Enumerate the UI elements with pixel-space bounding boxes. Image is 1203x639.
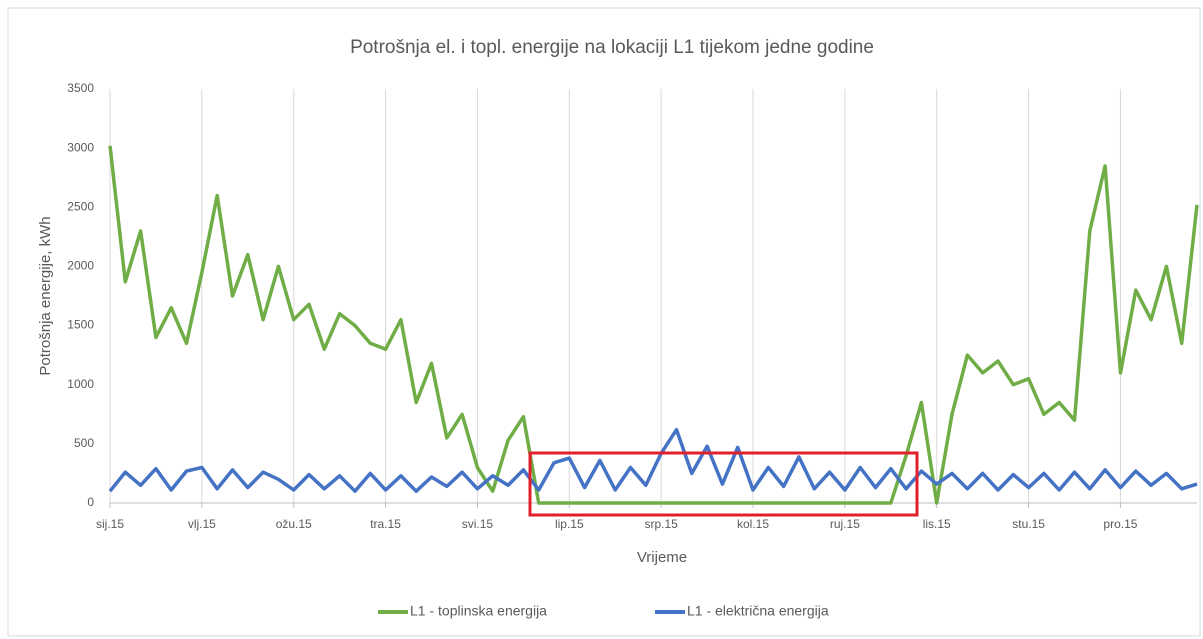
y-tick-label: 1500	[67, 318, 94, 332]
legend-label: L1 - toplinska energija	[410, 603, 547, 619]
series-line	[108, 145, 1199, 505]
x-tick-label: ruj.15	[830, 517, 860, 531]
chart-title: Potrošnja el. i topl. energije na lokaci…	[350, 37, 874, 58]
x-tick-label: kol.15	[737, 517, 769, 531]
x-tick-label: ožu.15	[276, 517, 312, 531]
x-tick-label: lis.15	[923, 517, 951, 531]
legend-label: L1 - električna energija	[687, 603, 829, 619]
x-tick-label: tra.15	[370, 517, 401, 531]
y-tick-label: 3000	[67, 140, 94, 154]
chart-border	[7, 7, 1201, 637]
y-tick-label: 2500	[67, 199, 94, 213]
y-axis-label: Potrošnja energije, kWh	[37, 216, 54, 375]
x-axis-label: Vrijeme	[637, 549, 687, 566]
y-tick-label: 0	[87, 495, 94, 509]
x-tick-label: lip.15	[555, 517, 584, 531]
y-tick-label: 3500	[67, 81, 94, 95]
series-line	[108, 427, 1198, 493]
y-tick-label: 2000	[67, 259, 94, 273]
x-tick-label: srp.15	[644, 517, 678, 531]
y-tick-label: 500	[74, 436, 94, 450]
x-tick-label: pro.15	[1103, 517, 1137, 531]
x-tick-label: svi.15	[462, 517, 494, 531]
x-tick-label: vlj.15	[188, 517, 216, 531]
x-tick-label: sij.15	[96, 517, 124, 531]
y-tick-label: 1000	[67, 377, 94, 391]
x-tick-label: stu.15	[1012, 517, 1045, 531]
highlight-box	[528, 451, 919, 517]
